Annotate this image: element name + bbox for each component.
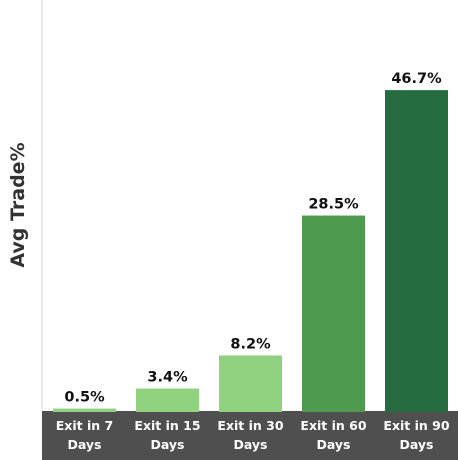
- x-tick-label-4-line-1: Exit in 60: [300, 418, 366, 433]
- x-tick-label-5-line-1: Exit in 90: [383, 418, 449, 433]
- bars-group: [53, 90, 448, 413]
- bar-1: [53, 408, 116, 412]
- x-tick-label-1-line-2: Days: [67, 437, 101, 452]
- x-tick-label-5-line-2: Days: [399, 437, 433, 452]
- data-label-1: 0.5%: [64, 390, 105, 406]
- data-label-4: 28.5%: [308, 197, 359, 213]
- x-tick-labels-group: Exit in 7 Days Exit in 15 Days Exit in 30 Day…: [56, 418, 450, 452]
- x-tick-label-2-line-2: Days: [150, 437, 184, 452]
- data-labels-group: 0.5% 3.4% 8.2% 28.5% 46.7%: [64, 71, 442, 405]
- x-tick-label-2-line-1: Exit in 15: [134, 418, 200, 433]
- y-axis-title: Avg Trade%: [7, 142, 29, 267]
- x-tick-label-4-line-2: Days: [316, 437, 350, 452]
- x-tick-label-3-line-1: Exit in 30: [217, 418, 283, 433]
- bar-2: [136, 388, 199, 412]
- data-label-2: 3.4%: [147, 370, 188, 386]
- x-axis-band: [42, 411, 458, 460]
- bar-5: [385, 90, 448, 413]
- x-tick-label-1-line-1: Exit in 7: [56, 418, 113, 433]
- bar-4: [302, 215, 365, 412]
- data-label-3: 8.2%: [230, 336, 271, 352]
- x-tick-label-3-line-2: Days: [233, 437, 267, 452]
- data-label-5: 46.7%: [391, 71, 442, 87]
- bar-3: [219, 355, 282, 412]
